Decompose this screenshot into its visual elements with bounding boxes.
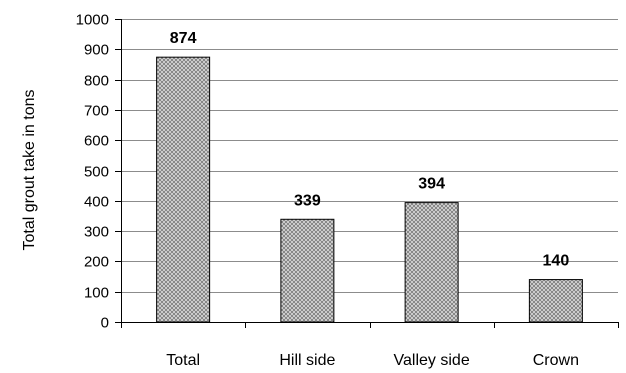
x-category-label: Total (166, 352, 200, 369)
bar (528, 279, 583, 323)
y-tick-label: 0 (101, 315, 109, 332)
y-tick-label: 900 (84, 42, 109, 59)
x-category-label: Hill side (279, 352, 335, 369)
data-label: 394 (418, 176, 445, 193)
labels: 0 100 200 300 400 500 600 700 800 900 1000 874 Total… (76, 12, 579, 370)
x-category-label: Crown (533, 352, 579, 369)
data-label: 140 (543, 253, 570, 270)
y-tick-label: 300 (84, 224, 109, 241)
data-label: 874 (170, 30, 197, 47)
y-tick-label: 1000 (76, 12, 109, 29)
y-tick-label: 700 (84, 103, 109, 120)
axes (115, 19, 619, 328)
bars (156, 56, 583, 323)
y-tick-label: 800 (84, 73, 109, 90)
bar (156, 56, 211, 323)
y-tick-label: 200 (84, 254, 109, 271)
data-label: 339 (294, 192, 321, 209)
y-tick-label: 600 (84, 133, 109, 150)
y-tick-label: 400 (84, 194, 109, 211)
y-tick-label: 100 (84, 285, 109, 302)
bar (404, 202, 459, 323)
y-tick-label: 500 (84, 164, 109, 181)
bar (280, 218, 335, 323)
x-category-label: Valley side (394, 352, 470, 369)
y-axis-title: Total grout take in tons (21, 90, 38, 251)
